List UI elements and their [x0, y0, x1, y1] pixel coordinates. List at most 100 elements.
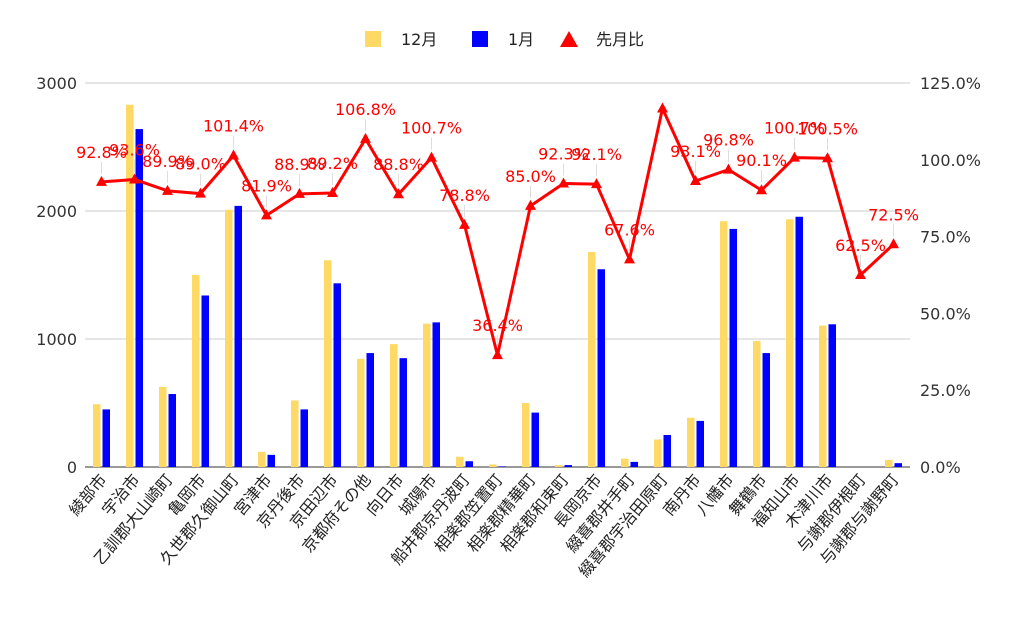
ratio-data-label: 81.9%	[241, 176, 292, 195]
bar-1gatsu	[498, 466, 506, 467]
ratio-data-label: 78.8%	[439, 186, 490, 205]
ratio-data-label: 100.5%	[797, 119, 858, 138]
bar-12gatsu	[423, 323, 431, 467]
legend-label-1gatsu: 1月	[508, 30, 534, 49]
ratio-marker	[393, 188, 404, 199]
right-axis-tick-label: 75.0%	[920, 228, 971, 247]
bar-12gatsu	[159, 387, 167, 467]
bar-12gatsu	[522, 403, 530, 467]
bar-12gatsu	[324, 260, 332, 467]
left-axis-tick-label: 1000	[36, 330, 77, 349]
ratio-data-label: 96.8%	[703, 131, 754, 150]
right-axis-tick-label: 125.0%	[920, 74, 981, 93]
legend-swatch-12gatsu	[365, 31, 381, 47]
ratio-marker	[756, 184, 767, 195]
bar-1gatsu	[729, 228, 737, 467]
legend-label-ratio: 先月比	[596, 30, 644, 49]
ratio-data-label: 93.6%	[109, 140, 160, 159]
bar-12gatsu	[291, 400, 299, 467]
bar-12gatsu	[654, 439, 662, 467]
ratio-marker	[96, 175, 107, 186]
bar-1gatsu	[894, 463, 902, 467]
bar-1gatsu	[531, 412, 539, 467]
ratio-data-label: 89.0%	[175, 155, 226, 174]
ratio-marker	[624, 253, 635, 264]
ratio-data-label: 89.9%	[142, 152, 193, 171]
ratio-marker	[459, 218, 470, 229]
bar-12gatsu	[456, 456, 464, 467]
bar-12gatsu	[621, 458, 629, 467]
right-axis-tick-label: 50.0%	[920, 304, 971, 323]
ratio-data-label: 93.1%	[670, 142, 721, 161]
bar-12gatsu	[687, 417, 695, 467]
ratio-data-label: 100.7%	[401, 119, 462, 138]
bar-1gatsu	[300, 409, 308, 467]
ratio-data-label: 88.8%	[373, 155, 424, 174]
bar-1gatsu	[828, 324, 836, 467]
left-axis-tick-label: 2000	[36, 202, 77, 221]
ratio-marker	[558, 177, 569, 188]
ratio-marker	[327, 186, 338, 197]
left-axis-tick-label: 0	[67, 458, 77, 477]
bar-12gatsu	[786, 219, 794, 467]
ratio-data-label: 92.3%	[538, 144, 589, 163]
bar-12gatsu	[819, 325, 827, 467]
bar-12gatsu	[720, 221, 728, 467]
bar-12gatsu	[753, 340, 761, 467]
ratio-data-label: 90.1%	[736, 151, 787, 170]
ratio-marker	[822, 152, 833, 163]
bar-12gatsu	[555, 465, 563, 467]
left-axis-tick-label: 3000	[36, 74, 77, 93]
bar-12gatsu	[489, 464, 497, 467]
bar-12gatsu	[192, 275, 200, 467]
bar-12gatsu	[258, 451, 266, 467]
ratio-data-label: 67.6%	[604, 220, 655, 239]
bar-12gatsu	[126, 104, 134, 467]
ratio-marker	[426, 151, 437, 162]
bar-1gatsu	[597, 269, 605, 467]
bar-12gatsu	[588, 251, 596, 467]
right-axis-tick-label: 100.0%	[920, 151, 981, 170]
ratio-marker	[492, 349, 503, 360]
ratio-marker	[657, 102, 668, 113]
ratio-data-label: 36.4%	[472, 316, 523, 335]
ratio-marker	[195, 187, 206, 198]
ratio-data-label: 62.5%	[835, 236, 886, 255]
ratio-data-label: 72.5%	[868, 205, 919, 224]
ratio-marker	[855, 269, 866, 279]
ratio-data-label: 85.0%	[505, 167, 556, 186]
bar-1gatsu	[795, 216, 803, 467]
bar-12gatsu	[93, 404, 101, 467]
bar-1gatsu	[564, 465, 572, 467]
ratio-marker	[525, 199, 536, 210]
ratio-data-label: 88.9%	[274, 155, 325, 174]
bar-12gatsu	[885, 459, 893, 467]
bar-1gatsu	[234, 205, 242, 467]
ratio-marker	[294, 187, 305, 198]
ratio-marker	[129, 173, 140, 184]
bar-12gatsu	[390, 344, 398, 467]
ratio-marker	[591, 178, 602, 189]
ratio-data-label: 101.4%	[203, 116, 264, 135]
ratio-data-label: 100.7%	[764, 119, 825, 138]
ratio-data-label: 106.8%	[335, 100, 396, 119]
ratio-marker	[888, 238, 899, 249]
bar-1gatsu	[333, 283, 341, 467]
bar-1gatsu	[465, 461, 473, 467]
bar-1gatsu	[366, 353, 374, 467]
ratio-data-label: 92.8%	[76, 143, 127, 162]
ratio-marker	[789, 151, 800, 162]
right-axis-tick-label: 25.0%	[920, 381, 971, 400]
legend-swatch-1gatsu	[472, 31, 488, 47]
bar-1gatsu	[663, 435, 671, 467]
ratio-marker	[162, 184, 173, 195]
bar-1gatsu	[630, 461, 638, 467]
bar-1gatsu	[135, 129, 143, 467]
ratio-marker	[360, 132, 371, 143]
bar-1gatsu	[267, 454, 275, 467]
ratio-marker	[723, 163, 734, 174]
bar-1gatsu	[201, 295, 209, 467]
bar-12gatsu	[357, 358, 365, 467]
